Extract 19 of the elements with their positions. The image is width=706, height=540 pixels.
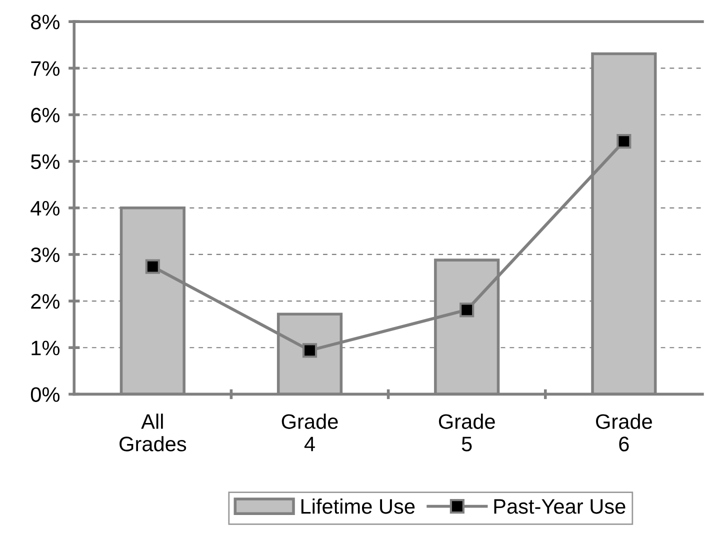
- y-tick-label: 2%: [31, 294, 60, 309]
- y-tick-label: 6%: [31, 108, 60, 123]
- point: [145, 259, 160, 274]
- point: [302, 343, 318, 358]
- legend-label: Past-Year Use: [494, 499, 626, 514]
- y-tick-label: 8%: [31, 14, 60, 30]
- legend-label: Lifetime Use: [301, 498, 415, 514]
- x-tick-label: Grade 4: [282, 414, 338, 452]
- y-tick-label: 5%: [30, 154, 60, 170]
- y-tick-label: 1%: [32, 340, 60, 356]
- x-tick-label: Grade 5: [438, 414, 495, 452]
- y-tick-label: 3%: [30, 247, 60, 262]
- y-tick-label: 0%: [30, 387, 60, 402]
- y-tick-label: 4%: [30, 200, 60, 216]
- point: [616, 134, 632, 149]
- point: [460, 302, 474, 318]
- y-tick-label: 7%: [31, 61, 60, 76]
- x-tick-label: All Grades: [120, 414, 186, 452]
- x-tick-label: Grade 6: [596, 414, 652, 452]
